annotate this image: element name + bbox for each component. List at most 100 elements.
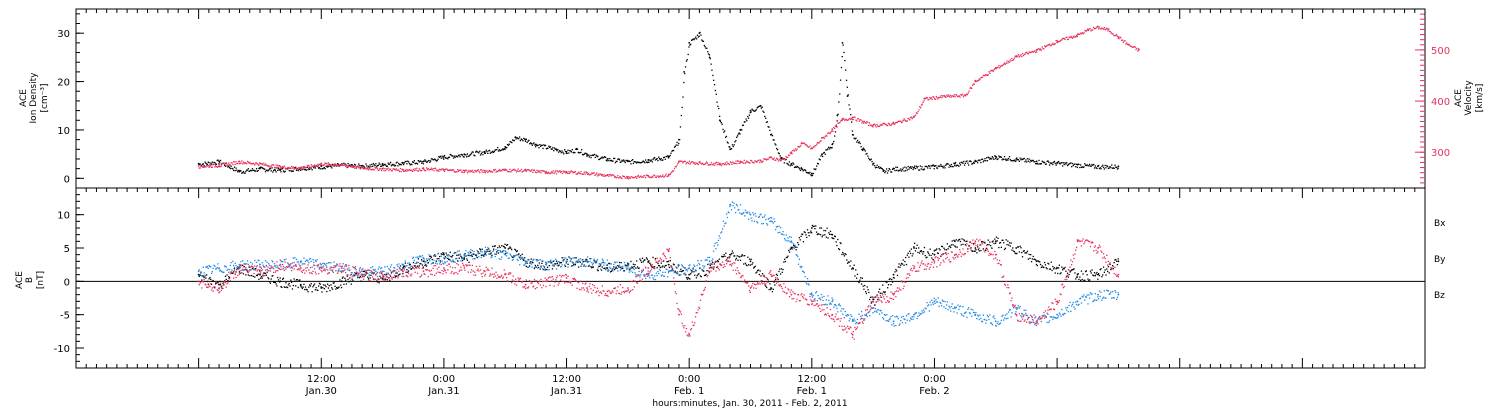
b-y-series-point <box>588 264 590 266</box>
ion-density-series-point <box>848 104 850 106</box>
b-y-series-point <box>569 257 571 259</box>
b-x-series-point <box>943 247 945 249</box>
b-y-series-point <box>363 273 366 276</box>
velocity-series-point <box>920 107 922 109</box>
velocity-series-point <box>639 176 641 178</box>
b-x-series-marker <box>810 227 813 229</box>
b-x-series-point <box>748 258 751 260</box>
b-x-series-point <box>1013 251 1016 253</box>
ion-density-series-marker <box>841 41 844 44</box>
ion-density-series-point <box>319 168 321 170</box>
velocity-series-point <box>969 87 971 89</box>
b-y-series-point <box>492 250 494 253</box>
velocity-series-point <box>431 169 433 171</box>
b-x-series-point <box>515 250 518 253</box>
velocity-series-point <box>280 166 282 169</box>
b-x-series-point <box>421 259 423 261</box>
ion-density-series-marker <box>708 56 711 59</box>
velocity-series-point <box>605 175 607 177</box>
b-x-series-point <box>718 258 720 260</box>
b-x-series-point <box>233 271 235 273</box>
ion-density-series-point <box>623 160 626 162</box>
b-x-series-point <box>386 279 388 281</box>
ion-density-series-point <box>853 137 855 139</box>
b-x-series-point <box>697 273 699 276</box>
b-x-series-point <box>721 256 724 258</box>
b-x-series-point <box>398 273 401 275</box>
ion-density-series-point <box>843 51 845 54</box>
b-x-series-point <box>348 281 350 283</box>
b-x-series-point <box>242 264 244 266</box>
velocity-series-point <box>709 164 711 166</box>
velocity-series-point <box>737 160 739 162</box>
ion-density-series-point <box>1090 165 1092 167</box>
top-panel-series <box>197 25 1140 180</box>
ion-density-series-point <box>799 168 801 170</box>
b-x-series-point <box>1003 242 1005 244</box>
b-y-series-point <box>866 315 868 318</box>
b-x-series-point <box>543 266 545 268</box>
b-y-series-point <box>650 274 653 276</box>
b-x-series-point <box>1078 278 1080 281</box>
ion-density-series-point <box>1048 161 1050 163</box>
b-x-series-point <box>546 268 548 271</box>
velocity-series-point <box>655 176 657 179</box>
b-y-series-point <box>505 250 507 253</box>
b-y-series-point <box>547 260 549 263</box>
b-x-series-point <box>430 256 433 258</box>
b-y-series-point <box>237 268 240 270</box>
b-x-series-point <box>609 263 611 265</box>
ion-density-series-point <box>835 125 837 128</box>
b-x-series-point <box>403 266 405 268</box>
ion-density-series-point <box>682 96 684 98</box>
ion-density-series-point <box>558 150 561 152</box>
b-y-series-point <box>425 261 427 263</box>
b-x-series-point <box>373 272 375 274</box>
ion-density-series-point <box>1005 159 1007 162</box>
b-y-series-point <box>344 269 346 271</box>
bottom-panel-series <box>197 201 1120 340</box>
b-x-series-point <box>324 284 326 286</box>
b-y-series-point <box>864 314 866 316</box>
velocity-series-point <box>625 177 627 179</box>
velocity-series-point <box>918 109 920 111</box>
velocity-series-point <box>537 171 539 173</box>
ion-density-series-point <box>511 141 513 144</box>
velocity-series-point <box>1092 26 1095 29</box>
b-x-series-point <box>698 273 700 275</box>
b-y-series-point <box>940 302 942 305</box>
ion-density-series-point <box>830 147 832 149</box>
velocity-series-point <box>900 120 902 122</box>
b-x-series-point <box>504 243 506 245</box>
b-y-series-point <box>766 223 768 225</box>
b-x-series-point <box>261 277 263 279</box>
velocity-series-point <box>887 122 890 124</box>
velocity-series-point <box>487 171 489 174</box>
ion-density-series-point <box>840 66 843 69</box>
b-x-series-point <box>667 261 669 263</box>
b-x-series-point <box>820 227 823 229</box>
velocity-series-point <box>596 172 598 174</box>
ion-density-series-point <box>1014 160 1016 162</box>
b-y-series <box>197 201 1120 327</box>
velocity-series-point <box>244 161 246 164</box>
velocity-series-point <box>1010 60 1012 62</box>
velocity-series-point <box>318 163 321 166</box>
b-x-series-point <box>429 255 431 258</box>
ion-density-series-point <box>860 146 862 148</box>
ion-density-series-point <box>791 164 793 166</box>
velocity-series-point <box>383 170 385 172</box>
velocity-series-point <box>937 98 939 100</box>
b-x-series-point <box>1025 252 1027 254</box>
b-y-series-point <box>809 293 811 295</box>
velocity-series-point <box>763 158 765 160</box>
b-x-series-point <box>273 281 276 284</box>
b-y-series-point <box>392 271 394 273</box>
ion-density-series-point <box>614 157 616 160</box>
ion-density-series-point <box>494 149 496 151</box>
b-y-series-point <box>875 310 877 312</box>
velocity-series-point <box>367 167 369 169</box>
b-y-series-point <box>729 205 731 208</box>
b-x-series-point <box>255 268 257 270</box>
b-x-series-marker <box>1076 273 1079 276</box>
